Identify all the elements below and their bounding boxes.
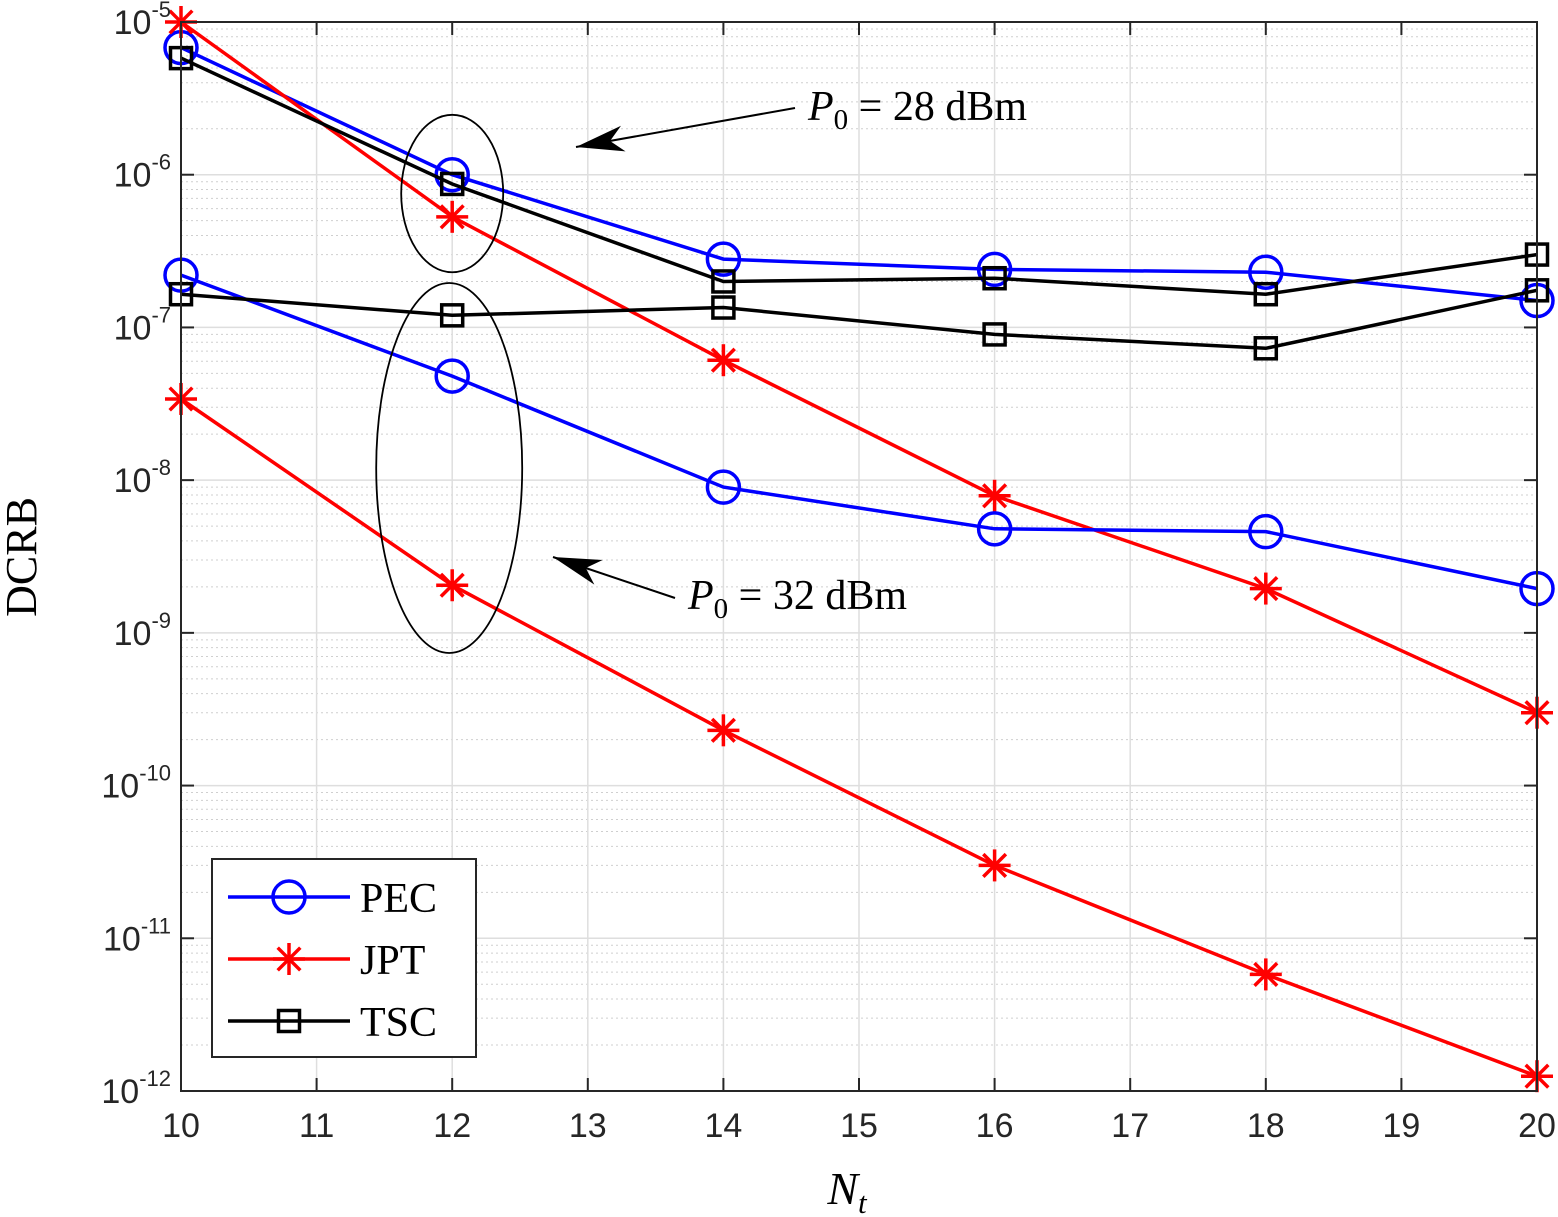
group-ellipse-p28	[400, 113, 505, 274]
data-point-tsc	[1253, 336, 1279, 361]
legend-marker	[276, 1008, 302, 1034]
data-point-tsc	[982, 265, 1007, 291]
legend-marker	[273, 943, 305, 975]
x-tick-label: 13	[569, 1107, 607, 1145]
annotation-label-p28: P0 = 28 dBm	[807, 84, 1027, 136]
arrow-head	[576, 125, 626, 152]
data-point-tsc	[1253, 281, 1279, 307]
data-point-pec	[976, 251, 1013, 288]
marker-stroke	[276, 946, 302, 972]
y-tick-label: 10-8	[114, 455, 171, 500]
marker-stroke	[1253, 576, 1279, 602]
legend-entry-pec: PEC	[228, 876, 437, 922]
x-tick-label: 19	[1382, 1107, 1420, 1145]
x-tick-label: 11	[299, 1107, 334, 1145]
legend-label: JPT	[360, 938, 425, 984]
legend-label: PEC	[360, 876, 437, 922]
data-point-jpt	[978, 479, 1011, 512]
x-tick-label: 15	[840, 1107, 878, 1145]
data-point-jpt	[436, 200, 469, 233]
data-point-jpt	[707, 714, 740, 747]
marker-stroke	[982, 852, 1008, 878]
marker-stroke	[710, 347, 736, 373]
y-tick-label: 10-7	[114, 302, 171, 347]
x-tick-label: 18	[1247, 1107, 1285, 1145]
group-ellipse-p32	[375, 282, 524, 654]
axis-ticks: 10 11 12 13 14 15 16 17 18 19 20 10-12 10-11 10-10 10-…	[101, 0, 1556, 1145]
data-point-jpt	[978, 849, 1011, 882]
series-line	[180, 46, 1538, 303]
data-point-jpt	[436, 569, 469, 602]
data-point-pec	[976, 511, 1013, 547]
x-tick-label: 14	[704, 1107, 742, 1145]
y-tick-label: 10-5	[114, 0, 171, 42]
data-point-tsc	[711, 295, 736, 320]
y-tick-label: 10-11	[103, 913, 171, 958]
series-line	[180, 56, 1538, 296]
arrow-shaft	[575, 107, 796, 148]
x-tick-label: 16	[976, 1107, 1014, 1145]
arrow-head	[553, 557, 603, 585]
data-point-pec	[1248, 513, 1284, 550]
series-jpt-p32	[165, 382, 1553, 1093]
y-tick-label: 10-9	[114, 608, 171, 653]
y-tick-label: 10-12	[101, 1066, 171, 1111]
legend-entry-jpt: JPT	[228, 938, 425, 984]
data-point-jpt	[1249, 572, 1282, 605]
annotation-arrow-p32	[552, 556, 676, 599]
annotation-label-p32: P0 = 32 dBm	[687, 573, 907, 625]
marker-stroke	[982, 483, 1008, 509]
marker-stroke	[1253, 961, 1279, 987]
x-tick-label: 20	[1518, 1107, 1556, 1145]
data-point-pec	[1248, 254, 1284, 290]
x-tick-label: 17	[1111, 1107, 1149, 1145]
legend-label: TSC	[360, 1000, 437, 1046]
marker-stroke	[439, 204, 465, 230]
legend-marker	[271, 879, 307, 915]
annotation-arrow-p28	[575, 107, 796, 152]
data-point-tsc	[439, 303, 465, 328]
series-tsc-p28	[168, 45, 1550, 307]
series-lines	[163, 6, 1555, 1093]
legend-entry-tsc: TSC	[228, 1000, 437, 1046]
y-axis-label: DCRB	[0, 497, 46, 617]
series-line	[180, 273, 1538, 591]
x-axis-label: Nt	[826, 1163, 868, 1217]
marker-stroke	[710, 717, 736, 743]
y-tick-label: 10-10	[101, 761, 171, 806]
legend: PEC JPT TSC	[211, 858, 477, 1058]
y-tick-label: 10-6	[114, 150, 171, 195]
annotations: P0 = 28 dBm P0 = 32 dBm	[375, 84, 1027, 654]
data-point-tsc	[982, 322, 1007, 347]
data-point-tsc	[711, 269, 736, 294]
x-tick-label: 10	[162, 1107, 200, 1145]
data-point-pec	[705, 241, 742, 277]
axis-labels: Nt DCRB	[0, 497, 868, 1217]
data-point-pec	[434, 358, 470, 394]
data-point-pec	[705, 469, 742, 505]
data-point-jpt	[1249, 958, 1282, 991]
marker-stroke	[439, 572, 465, 598]
data-point-jpt	[707, 344, 740, 377]
data-point-tsc	[439, 171, 465, 197]
series-line	[179, 20, 1538, 715]
x-tick-label: 12	[433, 1107, 471, 1145]
series-line	[180, 288, 1538, 351]
series-line	[180, 397, 1538, 1078]
